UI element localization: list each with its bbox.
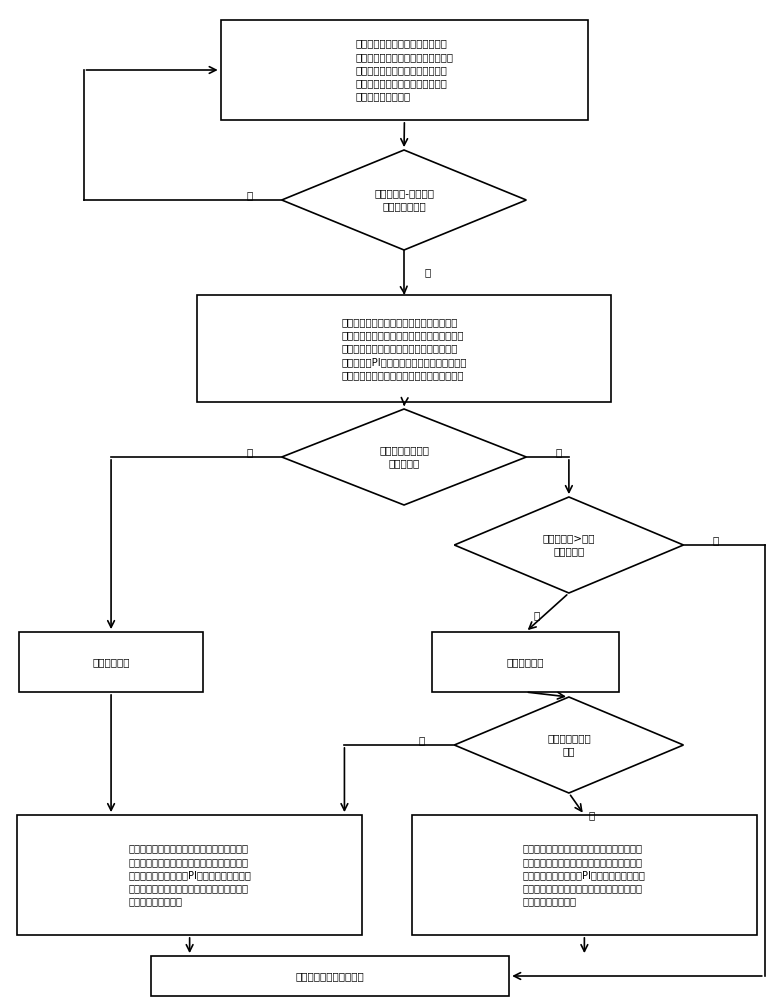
FancyBboxPatch shape	[19, 632, 203, 692]
Text: 否: 否	[589, 810, 595, 820]
FancyBboxPatch shape	[221, 20, 588, 120]
Polygon shape	[282, 150, 526, 250]
Text: 增加风扇个数: 增加风扇个数	[507, 657, 544, 667]
Text: 输出占空比控制风扇转速: 输出占空比控制风扇转速	[296, 971, 365, 981]
Polygon shape	[282, 409, 526, 505]
Text: 达到风扇启动延
时？: 达到风扇启动延 时？	[547, 733, 591, 757]
Text: 风扇占空比>最大
设定占空比: 风扇占空比>最大 设定占空比	[543, 533, 595, 557]
Text: 采集燃料电池电堆冷却液出口实时
温度值、电堆输出电流及输出电压，
并采集环境温度；根据调度电流查
找冷却液出口目标值温度、温差设
定值和初始风扇个数: 采集燃料电池电堆冷却液出口实时 温度值、电堆输出电流及输出电压， 并采集环境温度…	[355, 39, 454, 101]
Polygon shape	[454, 697, 683, 793]
FancyBboxPatch shape	[197, 295, 611, 402]
FancyBboxPatch shape	[17, 815, 362, 935]
FancyBboxPatch shape	[151, 956, 509, 996]
Text: 是: 是	[533, 610, 539, 620]
Text: 根据环境温度、电堆产热功率、风扇优化后个
数计算风扇初始占空比；根据目标温度值和实
时温度值的差值，通过PI控制算法得到风扇调
节占空比；风扇初始占空比和风扇调: 根据环境温度、电堆产热功率、风扇优化后个 数计算风扇初始占空比；根据目标温度值和…	[128, 844, 251, 906]
Text: 是: 是	[246, 447, 252, 457]
Text: 是: 是	[424, 267, 430, 277]
Text: 否: 否	[556, 447, 562, 457]
Text: 风扇占空比＜最小
设定占空比: 风扇占空比＜最小 设定占空比	[379, 445, 429, 469]
Text: 根据环境温度、电堆产热功率、风扇优化前个
数计算风扇初始占空比；根据目标温度值和实
时温度值的差值，通过PI控制算法得到风扇调
节占空比；风扇初始占空比和风扇调: 根据环境温度、电堆产热功率、风扇优化前个 数计算风扇初始占空比；根据目标温度值和…	[523, 844, 646, 906]
Polygon shape	[454, 497, 683, 593]
Text: 否: 否	[246, 190, 252, 200]
Text: 否: 否	[713, 535, 719, 545]
FancyBboxPatch shape	[432, 632, 619, 692]
Text: 减少风扇个数: 减少风扇个数	[92, 657, 130, 667]
Text: 启动风扇控制策略，根据电堆输出电流及输
出电压、环境温度和初始风扇个数计算风扇初
始占空比；根据目标温度值实时和温度值的
差值，通过PI控制算法得到风扇调节占空: 启动风扇控制策略，根据电堆输出电流及输 出电压、环境温度和初始风扇个数计算风扇初…	[341, 317, 467, 380]
FancyBboxPatch shape	[412, 815, 757, 935]
Text: 目标温度值-出口温度
值＜温差设定值: 目标温度值-出口温度 值＜温差设定值	[374, 188, 434, 212]
Text: 是: 是	[419, 735, 425, 745]
